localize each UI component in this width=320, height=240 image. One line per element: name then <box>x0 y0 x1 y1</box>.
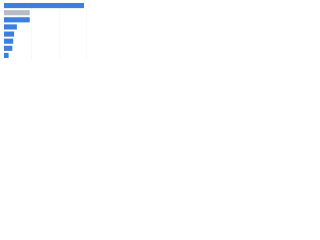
bar <box>4 2 85 9</box>
bar <box>4 45 13 51</box>
page: {"chart_data": {"type": "bar", "orientat… <box>0 0 100 71</box>
bar <box>4 31 15 37</box>
bar <box>4 17 30 23</box>
bar <box>4 38 14 44</box>
bar <box>4 24 17 30</box>
chart <box>3 2 88 59</box>
bar <box>4 10 30 16</box>
bar <box>4 52 9 59</box>
